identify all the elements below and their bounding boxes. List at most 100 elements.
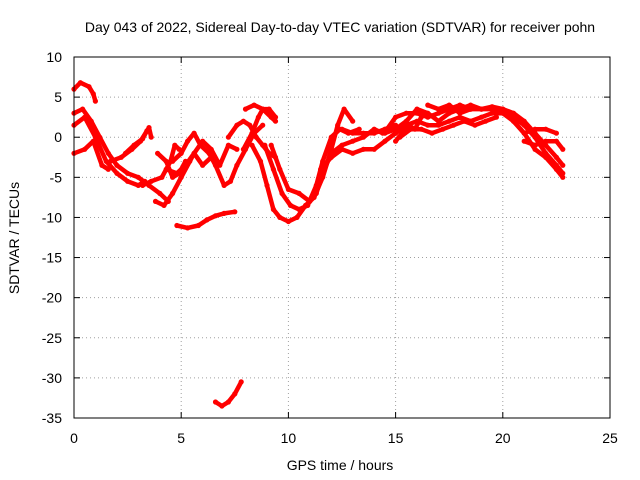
data-point [307,198,313,204]
data-point [148,178,154,184]
data-point [157,190,163,196]
data-point [560,146,566,152]
data-point [163,166,169,172]
data-point [260,122,266,128]
axis-ticks: 0 5 10 15 20 25 -35 -30 -25 -20 -15 -10 -5 0 5 10 [42,49,618,446]
data-point [82,146,88,152]
data-point [341,106,347,112]
data-point [234,146,240,152]
data-point [521,122,527,128]
data-point [393,130,399,136]
data-point [399,130,405,136]
series-track-29 [393,114,424,144]
data-point [82,114,88,120]
data-point [159,174,165,180]
data-point [489,106,495,112]
series-track-27 [510,118,560,136]
data-point [264,182,270,188]
data-point [140,136,146,142]
data-point [296,206,302,212]
data-point [553,130,560,136]
data-point [414,106,420,112]
data-point [247,122,253,128]
data-point [232,391,238,397]
series-track-14 [212,379,244,409]
data-point [403,110,409,116]
data-point [560,174,566,180]
data-point [429,130,435,136]
data-point [182,162,189,168]
data-point [227,178,234,184]
data-point [225,134,231,140]
data-point [483,118,489,124]
data-point [478,106,484,112]
data-point [450,122,457,128]
data-point [172,142,178,148]
data-point [234,122,240,128]
data-point [144,128,150,134]
series-track-28 [521,138,566,152]
series-line [123,128,150,156]
data-point [148,134,154,140]
y-tick-label: -35 [42,410,62,426]
data-point [90,138,96,144]
data-point [457,110,463,116]
data-point [249,142,255,148]
data-series [71,80,566,409]
data-point [161,202,167,208]
x-tick-label: 25 [602,430,618,446]
data-point [163,158,169,164]
data-point [251,102,257,108]
data-point [418,114,424,120]
data-point [425,122,431,128]
data-point [356,126,362,132]
data-point [105,150,111,156]
data-point [266,106,272,112]
data-point [296,190,302,196]
x-tick-label: 0 [70,430,78,446]
series-track-1 [71,80,98,104]
data-point [461,118,467,124]
data-point [204,217,210,223]
chart-title: Day 043 of 2022, Sidereal Day-to-day VTE… [85,19,595,35]
x-tick-label: 5 [177,430,185,446]
x-tick-label: 15 [388,430,404,446]
data-point [125,170,131,176]
y-tick-label: -25 [42,330,62,346]
data-point [414,110,420,116]
data-point [360,134,366,140]
y-tick-label: -30 [42,370,62,386]
data-point [339,146,345,152]
data-point [178,174,184,180]
data-point [225,399,231,405]
data-point [553,166,560,172]
data-point [435,122,442,128]
series-track-26 [425,102,474,116]
data-point [350,138,356,144]
data-point [305,202,311,208]
data-point [200,162,206,168]
data-point [360,130,366,136]
data-point [339,126,345,132]
y-tick-label: 5 [54,89,62,105]
data-point [268,114,274,120]
data-point [135,174,141,180]
data-point [418,126,424,132]
data-point [114,170,120,176]
data-point [560,162,566,168]
data-point [384,126,390,132]
data-point [242,106,249,112]
data-point [174,222,180,229]
x-axis-label: GPS time / hours [287,457,394,473]
data-point [294,214,300,220]
data-point [500,110,506,116]
data-point [435,110,442,116]
data-point [313,190,319,196]
data-point [532,146,538,152]
data-point [532,134,538,140]
data-point [257,158,264,164]
data-point [521,138,527,144]
data-point [99,162,105,168]
data-point [335,122,341,128]
data-point [350,130,356,136]
